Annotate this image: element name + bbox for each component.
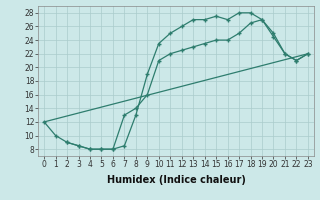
X-axis label: Humidex (Indice chaleur): Humidex (Indice chaleur) [107,175,245,185]
